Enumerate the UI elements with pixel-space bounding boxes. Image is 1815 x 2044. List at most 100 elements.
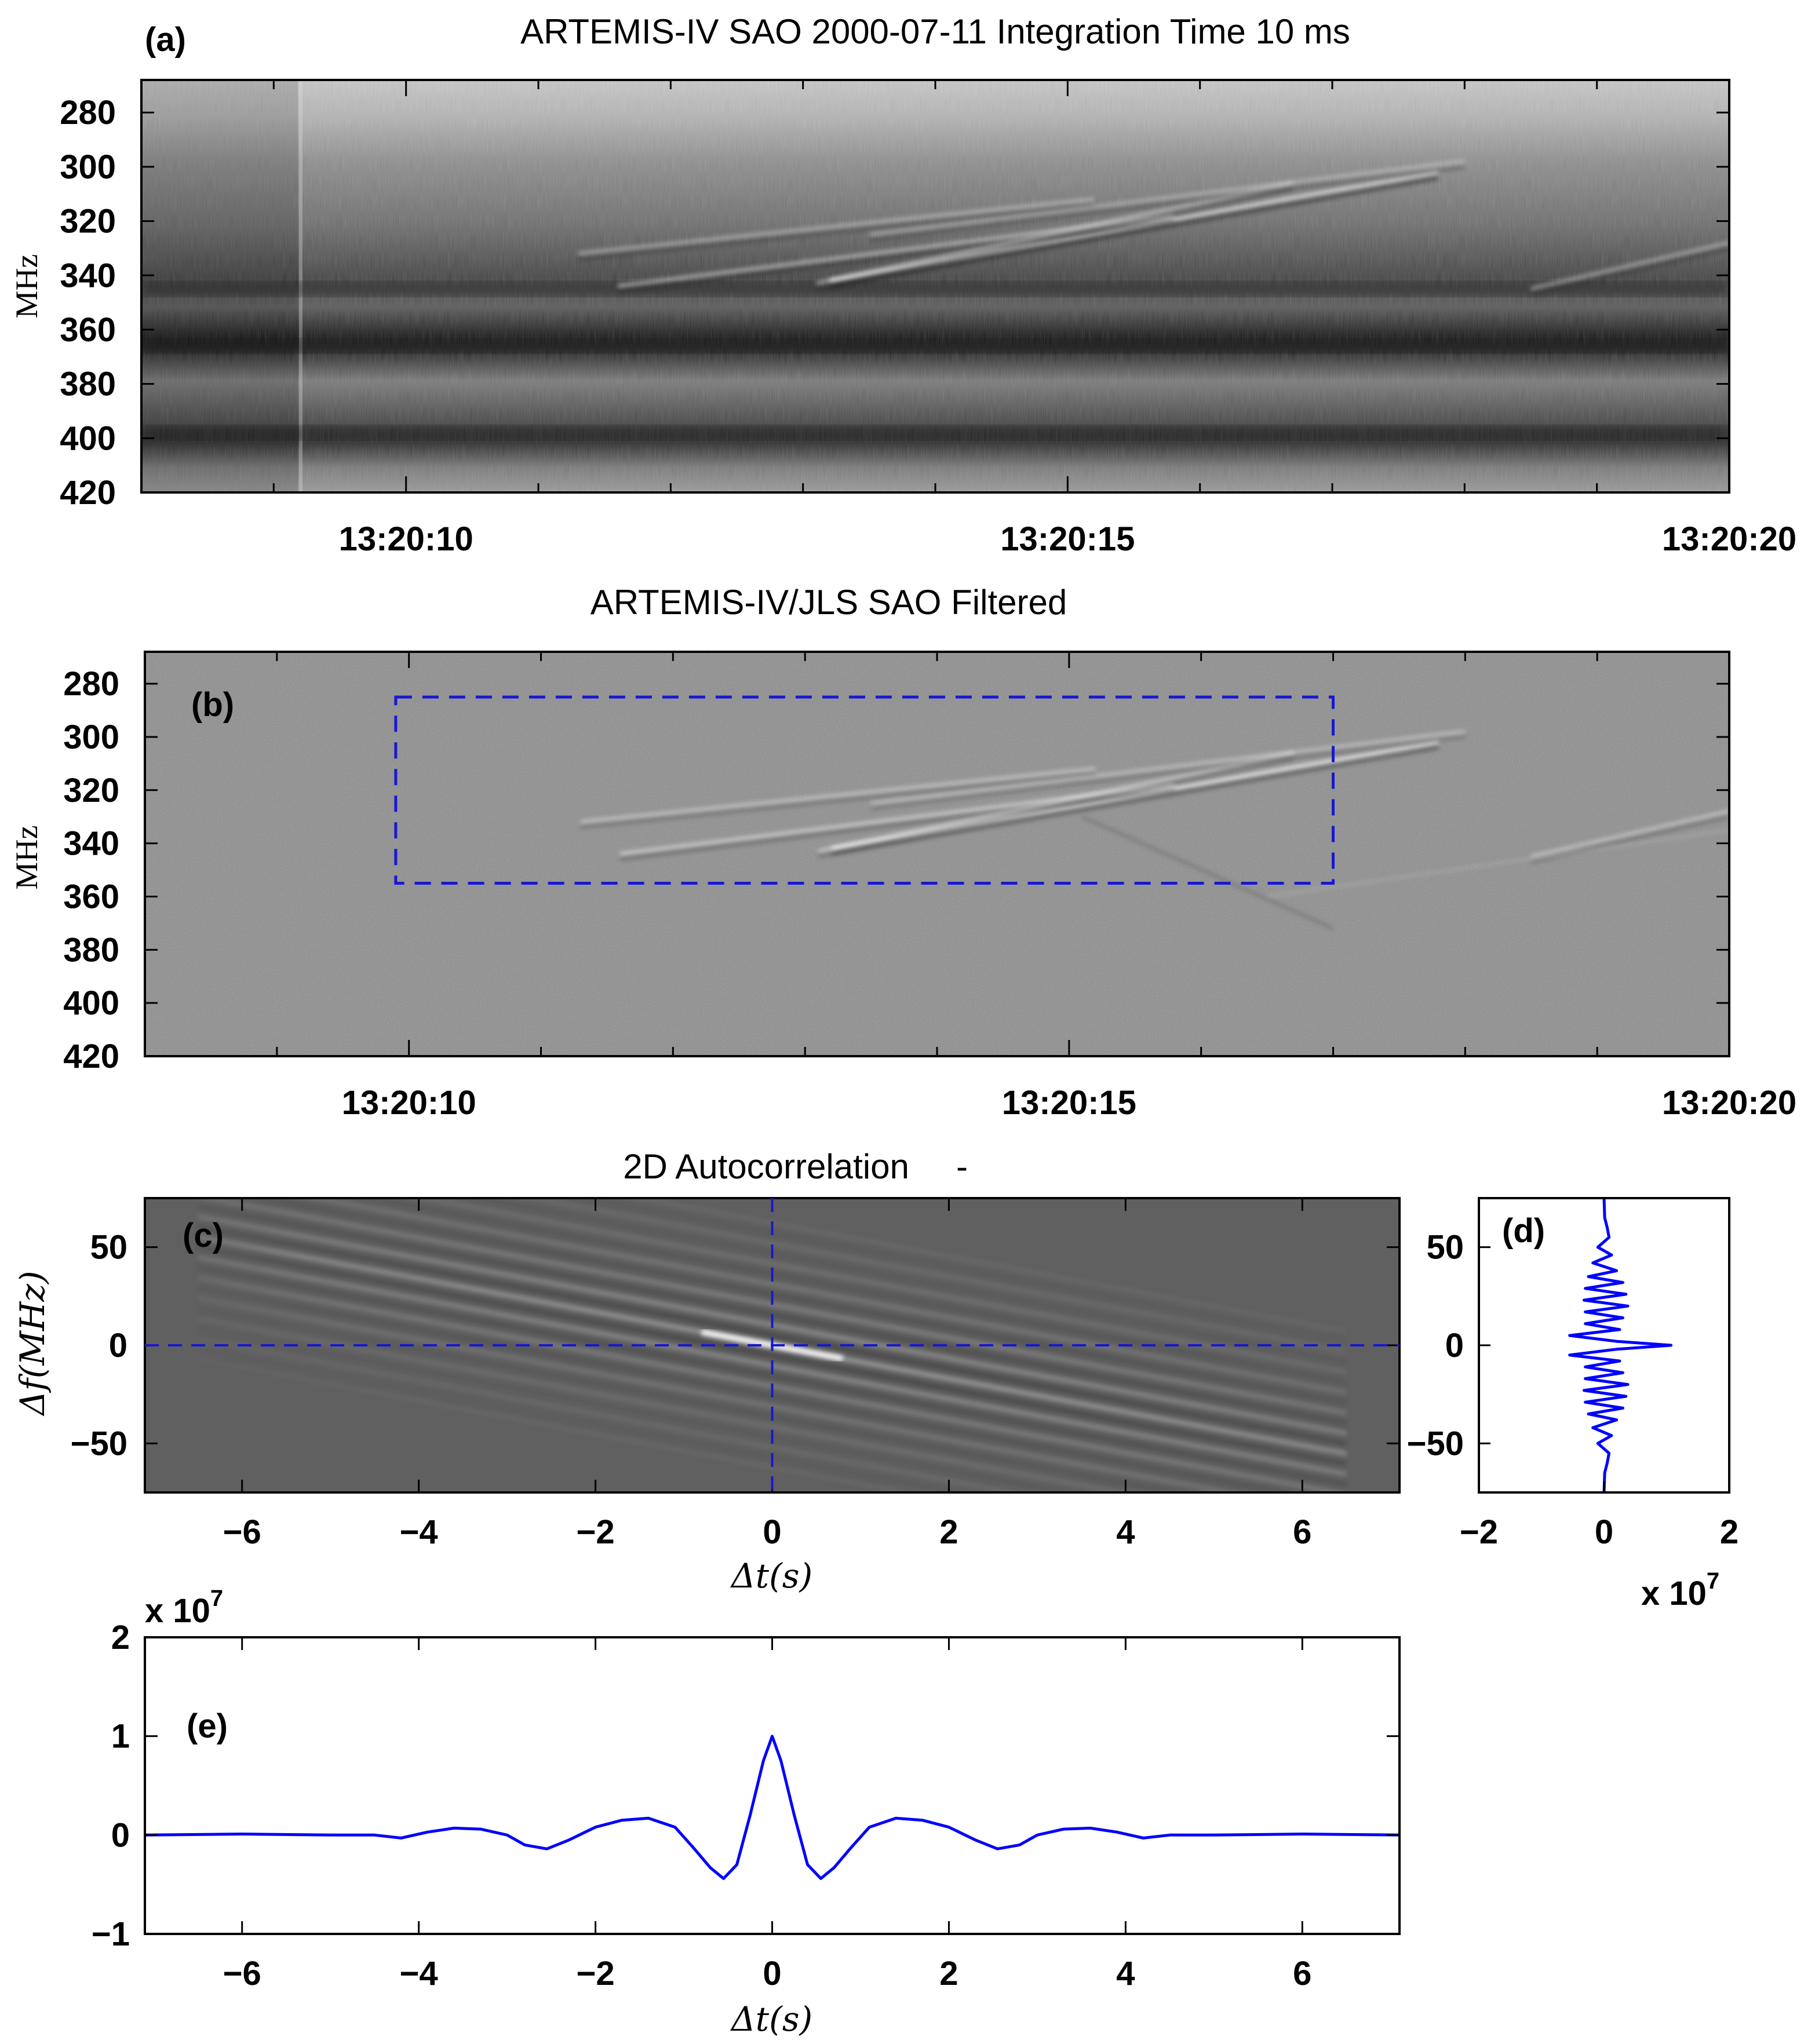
x-tick-label: 6 [1293, 1955, 1311, 1992]
y-tick-label: 360 [63, 878, 119, 915]
x-tick-label: −4 [400, 1513, 438, 1551]
panel-c-xlabel: Δt(s) [730, 1556, 812, 1596]
y-tick-label: −50 [1407, 1425, 1464, 1462]
fiber-burst-shadow [818, 757, 1294, 858]
y-tick-label: 300 [63, 718, 119, 756]
fiber-burst-shadow [815, 187, 1293, 291]
fiber-burst [1530, 240, 1729, 291]
fringe [197, 1265, 1347, 1487]
fiber-burst-shadow [831, 746, 1439, 856]
fiber-burst [578, 197, 1095, 256]
fiber-burst-shadow [580, 772, 1096, 829]
y-tick-label: −1 [92, 1915, 130, 1953]
x-tick-label: 2 [939, 1955, 958, 1992]
fiber-burst [818, 751, 1294, 853]
panel-b-title: ARTEMIS-IV/JLS SAO Filtered [591, 583, 1067, 622]
x-tick-label: 13:20:20 [1662, 1084, 1796, 1122]
panel-e-xlabel: Δt(s) [730, 1999, 812, 2039]
fiber-burst [580, 767, 1096, 824]
fringe [197, 1224, 1347, 1446]
fringe [414, 1198, 1347, 1374]
x-tick-label: −6 [223, 1513, 261, 1551]
fiber-burst-shadow [829, 176, 1439, 289]
y-tick-label: 50 [90, 1229, 127, 1266]
fiber-burst-shadow [1530, 247, 1729, 297]
fiber-burst-shadow [578, 203, 1095, 261]
panel-e-tag: (e) [187, 1707, 228, 1745]
x-tick-label: 13:20:15 [1002, 1084, 1136, 1122]
y-tick-label: 280 [63, 665, 119, 703]
series-line [145, 1735, 1399, 1880]
y-tick-label: 400 [60, 419, 116, 457]
y-tick-label: 420 [63, 1038, 119, 1075]
x-tick-label: −4 [400, 1955, 438, 1992]
series-line [1568, 1198, 1673, 1492]
y-tick-label: 280 [60, 94, 116, 132]
fringe [197, 1357, 914, 1492]
fiber-burst [1530, 809, 1729, 859]
panel-b-ylabel: MHz [9, 826, 44, 890]
panel-d-tag: (d) [1502, 1212, 1545, 1250]
panel-c-title: 2D Autocorrelation [623, 1147, 909, 1186]
y-tick-label: 380 [60, 366, 116, 403]
panel-a-tag: (a) [145, 21, 186, 59]
panel-b-tag: (b) [191, 686, 234, 724]
drift-feature [1081, 815, 1334, 930]
x-tick-label: 13:20:10 [342, 1084, 476, 1122]
x-tick-label: −2 [1460, 1513, 1498, 1551]
x-tick-label: 0 [763, 1955, 781, 1992]
panel-e-profile: −6 −4 −2 0 2 4 6 −1 0 1 2 (e) x 107 Δt(s) [92, 1586, 1401, 2039]
x-tick-label: −2 [577, 1513, 615, 1551]
x-tick-label: 13:20:15 [1000, 520, 1135, 558]
panel-a-spectrogram: 13:20:10 13:20:15 13:20:20 280 300 320 340 360 3… [9, 12, 1796, 558]
x-tick-label: −2 [577, 1955, 615, 1992]
x-tick-label: 2 [1720, 1513, 1739, 1551]
dark-band [141, 282, 1729, 296]
panel-a-ylabel: MHz [9, 254, 44, 319]
panel-c-tag: (c) [183, 1217, 224, 1254]
y-tick-label: 0 [109, 1327, 127, 1364]
y-tick-label: 1 [111, 1718, 130, 1755]
y-tick-label: 380 [63, 931, 119, 969]
y-tick-label: 360 [60, 311, 116, 349]
y-tick-label: 0 [1445, 1327, 1464, 1364]
y-tick-label: 0 [111, 1816, 130, 1854]
y-tick-label: 400 [63, 984, 119, 1022]
y-tick-label: 320 [63, 772, 119, 809]
y-tick-label: 50 [1426, 1229, 1464, 1266]
panel-c-title-suffix: - [956, 1147, 968, 1186]
dark-band [141, 339, 1729, 353]
x-tick-label: 13:20:10 [339, 520, 473, 558]
selection-box [394, 695, 1335, 885]
x-tick-label: 13:20:20 [1662, 520, 1796, 558]
fiber-burst-shadow [870, 735, 1466, 811]
y-tick-label: 340 [63, 825, 119, 863]
panel-e-background [145, 1637, 1399, 1934]
fiber-burst-shadow [869, 165, 1465, 242]
panel-e-multiplier: x 107 [145, 1586, 223, 1630]
panel-a-title: ARTEMIS-IV SAO 2000-07-11 Integration Ti… [520, 12, 1350, 51]
x-tick-label: 4 [1116, 1955, 1135, 1992]
y-tick-label: 340 [60, 257, 116, 294]
panel-b-filtered: 13:20:10 13:20:15 13:20:20 280 300 320 340 360 3… [9, 583, 1796, 1122]
fringe [522, 1198, 1347, 1354]
y-tick-label: 2 [111, 1619, 130, 1656]
x-tick-label: −6 [223, 1955, 261, 1992]
x-tick-label: 2 [939, 1513, 958, 1551]
fiber-burst [869, 159, 1465, 237]
panel-c-ylabel: Δf(MHz) [13, 1271, 52, 1416]
panel-d-background [1479, 1198, 1729, 1492]
x-tick-label: 4 [1116, 1513, 1135, 1551]
panel-b-noise [145, 652, 1729, 1056]
y-tick-label: −50 [71, 1425, 127, 1462]
y-tick-label: 420 [60, 474, 116, 512]
panel-d-multiplier: x 107 [1641, 1568, 1719, 1612]
drift-feature [1267, 828, 1729, 898]
y-tick-label: 300 [60, 148, 116, 186]
fringe [197, 1316, 1131, 1492]
panel-d-profile: −2 0 2 −50 0 50 (d) x 107 [1407, 1197, 1739, 1612]
x-tick-label: 0 [1595, 1513, 1613, 1551]
fringe [197, 1337, 1022, 1492]
